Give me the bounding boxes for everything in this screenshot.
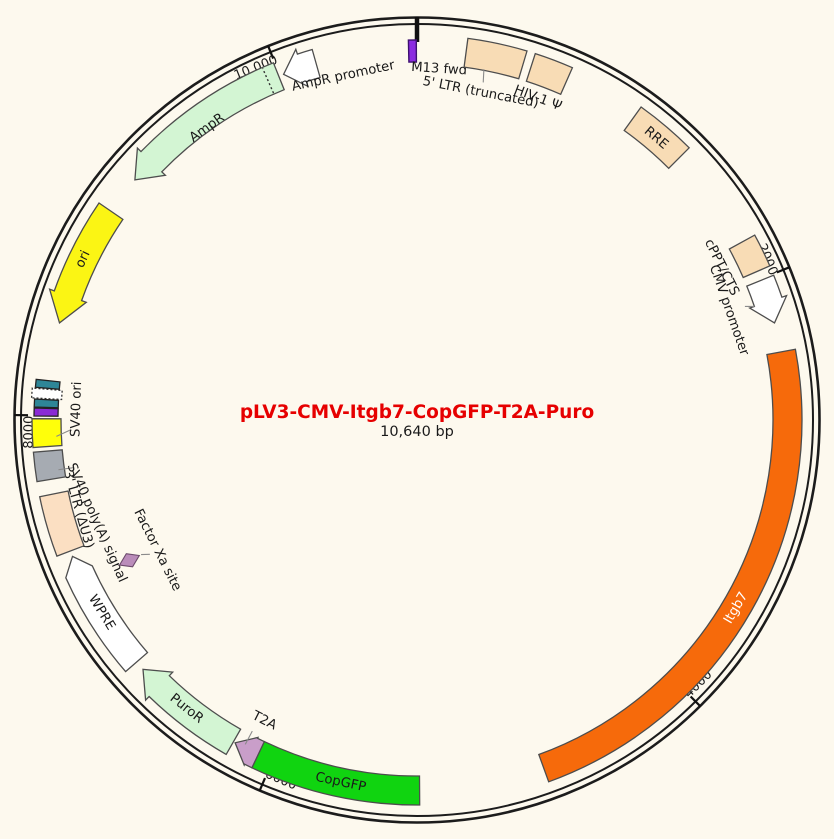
feature-sv40-ori: SV40 ori (31, 381, 85, 449)
sv40-polya-signal-callout-line (58, 467, 74, 471)
feature-label-t2a: T2A (249, 708, 279, 733)
ampr-promoter-arrow-shape (282, 47, 321, 88)
plasmid-backbone-ring (13, 16, 821, 824)
backbone-outer-circle (13, 16, 821, 824)
ampr-arrow-shape (134, 61, 286, 181)
tick-mark-4000 (689, 695, 702, 708)
feature-label-factor-xa-site: Factor Xa site (130, 507, 184, 594)
feature-label-ori: ori (73, 248, 94, 270)
wpre-arrow-shape (65, 555, 149, 673)
cmv-promoter-arrow-shape (745, 274, 788, 324)
ampr-divider (262, 68, 275, 94)
cluster-teal-upper-shape (34, 378, 61, 391)
tick-mark-10000 (266, 45, 275, 59)
cluster-purple-shape (33, 407, 59, 417)
ori-arrow-shape (48, 202, 124, 324)
5-ltr-truncated-shape (463, 37, 528, 80)
t2a-arrow-shape (234, 736, 266, 769)
feature-ori: ori (48, 202, 124, 324)
feature-cluster-dotted-white (30, 387, 63, 401)
m13-fwd-marker (407, 39, 418, 63)
feature-label-m13-fwd: M13 fwd (411, 60, 468, 78)
cluster-teal-lower-shape (33, 398, 60, 409)
rre-shape (623, 106, 691, 170)
feature-label-sv40-ori: SV40 ori (68, 381, 85, 437)
sv40-ori-shape (31, 418, 63, 449)
feature-ampr: AmpR (134, 61, 286, 181)
factor-xa-site-marker (118, 553, 141, 568)
tick-mark-2000 (776, 266, 791, 274)
feature-cluster-purple (33, 407, 59, 417)
hiv-1-psi-shape (525, 52, 574, 96)
cppt-cts-shape (728, 234, 771, 279)
3-ltr-du3-shape (38, 490, 85, 557)
t2a-callout-line (244, 730, 253, 745)
sv40-ori-callout-line (56, 429, 72, 437)
tick-mark-6000 (258, 777, 267, 792)
feature-ampr-promoter: AmpR promoter (282, 47, 397, 95)
feature-cluster-teal-upper (34, 378, 61, 391)
feature-cluster-teal-lower (33, 398, 60, 409)
5-ltr-truncated-callout-line (482, 69, 485, 83)
puror-arrow-shape (142, 668, 242, 756)
feature-wpre: WPRE (65, 555, 149, 673)
sv40-polya-signal-shape (32, 449, 67, 483)
feature-puror: PuroR (142, 668, 242, 756)
feature-m13-fwd: M13 fwd (407, 39, 468, 78)
feature-factor-xa-site: Factor Xa site (118, 507, 184, 594)
feature-rre: RRE (623, 106, 691, 170)
feature-cmv-promoter: CMV promoter (706, 263, 788, 358)
feature-itgb7: Itgb7 (537, 348, 803, 783)
cluster-dotted-white-shape (30, 387, 63, 401)
itgb7-shape (537, 348, 803, 783)
feature-copgfp: CopGFP (251, 740, 421, 806)
